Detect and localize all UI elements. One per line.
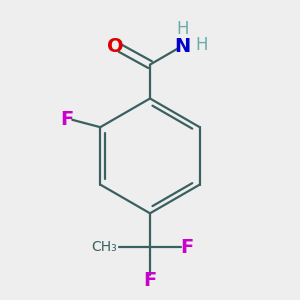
Text: F: F [60, 110, 74, 129]
Text: F: F [180, 238, 194, 257]
Text: F: F [143, 271, 157, 290]
Text: CH₃: CH₃ [91, 240, 117, 254]
Text: N: N [174, 37, 190, 56]
Text: H: H [176, 20, 189, 38]
Text: H: H [195, 37, 208, 55]
Text: O: O [107, 37, 124, 56]
